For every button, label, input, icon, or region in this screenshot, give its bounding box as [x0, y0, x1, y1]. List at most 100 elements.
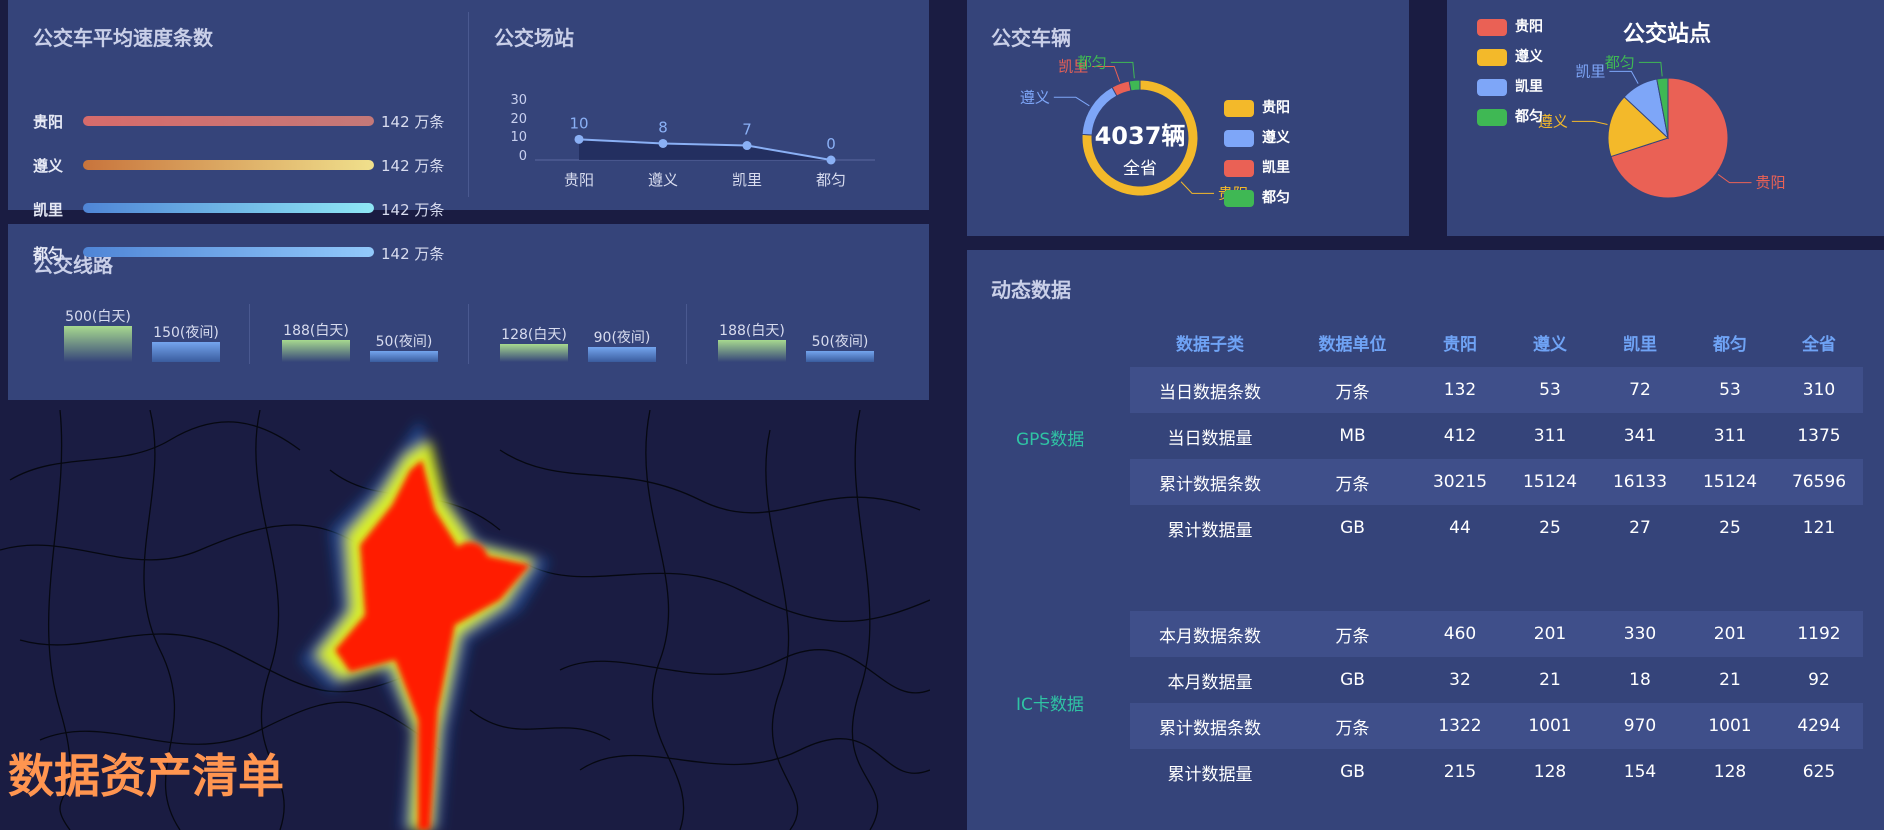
table-cell: 25 [1719, 518, 1741, 538]
legend-item[interactable]: 贵阳 [1477, 16, 1543, 36]
table-row: 累计数据量 GB 215 128 154 128 625 [1130, 749, 1863, 795]
table-cell: MB [1339, 426, 1366, 446]
column-header: 贵阳 [1443, 334, 1477, 355]
table-cell: 当日数据条数 [1130, 367, 1290, 413]
table-cell: 4294 [1775, 703, 1863, 749]
table-cell: 15124 [1505, 459, 1595, 505]
legend-item[interactable]: 都匀 [1477, 106, 1543, 126]
slice-label: 都匀 [1077, 53, 1107, 71]
table-row: 累计数据条数 万条 1322 1001 970 1001 4294 [1130, 703, 1863, 749]
table-row: 本月数据量 GB 32 21 18 21 92 [1130, 657, 1863, 703]
table-cell: 当日数据量 [1167, 428, 1253, 449]
pie-slice [1610, 77, 1729, 199]
legend-swatch [1477, 108, 1507, 126]
table-cell: 412 [1443, 426, 1477, 446]
day-bar [500, 343, 568, 362]
table-cell: GB [1340, 762, 1365, 782]
day-label: 128(白天) [501, 326, 567, 343]
table-cell: 万条 [1290, 611, 1415, 657]
speed-city-label: 贵阳 [33, 113, 64, 131]
table-cell: 1192 [1775, 611, 1863, 657]
table-cell: 92 [1808, 670, 1830, 690]
y-tick-label: 20 [510, 112, 527, 127]
legend-item[interactable]: 都匀 [1224, 187, 1290, 207]
speed-value: 142 万条 [381, 245, 445, 263]
column-header: 全省 [1802, 334, 1836, 355]
table-cell: 625 [1802, 762, 1836, 782]
data-point [574, 134, 584, 144]
station-line-chart: 30 20 10 0 10 8 7 0 贵阳 遵义 凯里 都匀 [510, 93, 875, 189]
data-line [578, 138, 832, 161]
legend-item[interactable]: 凯里 [1477, 76, 1543, 96]
slice-label: 都匀 [1605, 53, 1635, 71]
slice-label: 遵义 [1538, 112, 1568, 130]
legend-swatch [1477, 48, 1507, 66]
line-area [579, 139, 831, 160]
column-header: 数据子类 [1176, 334, 1244, 355]
table-cell: 128 [1533, 762, 1567, 782]
x-tick-label: 都匀 [816, 171, 846, 189]
table-cell: 1001 [1505, 703, 1595, 749]
table-cell: 132 [1415, 367, 1505, 413]
night-label: 50(夜间) [375, 333, 433, 350]
table-cell: 累计数据量 [1167, 764, 1253, 785]
x-tick-label: 遵义 [648, 171, 678, 189]
table-cell: 累计数据量 [1167, 520, 1253, 541]
ic-category-label: IC卡数据 [1016, 695, 1084, 715]
table-cell: 72 [1595, 367, 1685, 413]
legend-item[interactable]: 遵义 [1224, 127, 1290, 147]
data-label: 7 [742, 121, 752, 139]
speed-city-label: 遵义 [33, 157, 64, 175]
slice-label: 凯里 [1575, 62, 1605, 80]
night-label: 90(夜间) [593, 329, 651, 346]
table-cell: 16133 [1595, 459, 1685, 505]
station-panel-title: 公交场站 [494, 26, 574, 50]
table-cell: 25 [1539, 518, 1561, 538]
table-header-row: 数据子类 数据单位 贵阳 遵义 凯里 都匀 全省 [1130, 317, 1863, 367]
gps-category-label: GPS数据 [1016, 430, 1085, 450]
legend-label: 贵阳 [1262, 100, 1290, 116]
column-header: 凯里 [1623, 334, 1657, 355]
table-cell: 121 [1802, 518, 1836, 538]
slice-label: 凯里 [1058, 57, 1088, 75]
pie-slice [1607, 96, 1669, 158]
slice-label: 贵阳 [1755, 174, 1785, 192]
table-cell: GB [1340, 518, 1365, 538]
column-header: 都匀 [1713, 334, 1747, 355]
table-cell: 18 [1629, 670, 1651, 690]
day-bar [64, 326, 132, 362]
table-cell: 76596 [1775, 459, 1863, 505]
legend-item[interactable]: 贵阳 [1224, 97, 1290, 117]
table-row: 本月数据条数 万条 460 201 330 201 1192 [1130, 611, 1863, 657]
table-cell: 128 [1713, 762, 1747, 782]
legend-swatch [1224, 129, 1254, 147]
slice-leader-line [1092, 65, 1121, 82]
table-cell: GB [1340, 670, 1365, 690]
legend-item[interactable]: 遵义 [1477, 46, 1543, 66]
legend-label: 都匀 [1515, 109, 1543, 125]
heat-core [335, 460, 530, 830]
route-divider [249, 304, 250, 364]
x-tick-label: 贵阳 [564, 171, 594, 189]
day-bar [282, 339, 350, 362]
table-cell: 万条 [1290, 459, 1415, 505]
table-cell: 1001 [1685, 703, 1775, 749]
pie-slice [1128, 79, 1141, 92]
legend-label: 遵义 [1515, 49, 1543, 65]
table-cell: 53 [1685, 367, 1775, 413]
legend-swatch [1224, 99, 1254, 117]
legend-label: 贵阳 [1515, 19, 1543, 35]
slice-leader-line [1053, 96, 1090, 107]
y-tick-label: 10 [510, 130, 527, 145]
slice-leader-line [1571, 120, 1608, 125]
y-tick-label: 30 [510, 93, 527, 108]
dynamic-panel-title: 动态数据 [991, 278, 1071, 302]
day-label: 188(白天) [283, 322, 349, 339]
speed-bar-kaili [83, 203, 374, 213]
legend-label: 都匀 [1262, 190, 1290, 206]
speed-city-label: 都匀 [33, 245, 64, 263]
legend-item[interactable]: 凯里 [1224, 157, 1290, 177]
speed-divider [468, 12, 469, 197]
